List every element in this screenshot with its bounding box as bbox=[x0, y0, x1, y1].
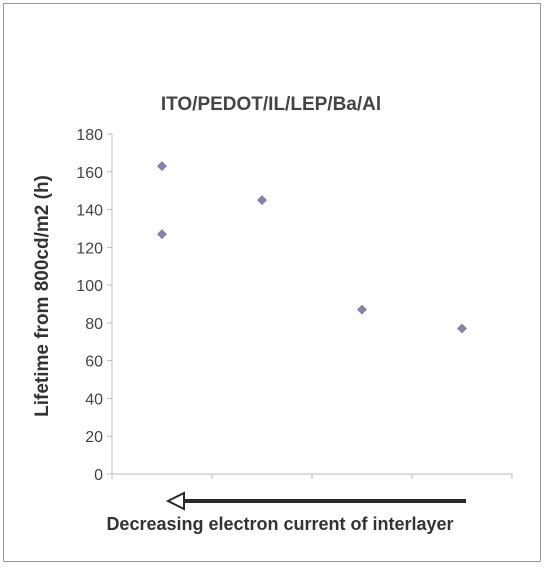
y-tick-label: 0 bbox=[94, 467, 103, 484]
y-tick-label: 100 bbox=[76, 278, 103, 295]
chart-title: ITO/PEDOT/IL/LEP/Ba/Al bbox=[161, 94, 381, 115]
y-tick-label: 80 bbox=[85, 316, 103, 333]
data-point bbox=[157, 229, 167, 240]
data-point bbox=[457, 323, 467, 334]
chart-frame: ITO/PEDOT/IL/LEP/Ba/Al Lifetime from 800… bbox=[3, 3, 541, 562]
x-axis-caption: Decreasing electron current of interlaye… bbox=[106, 514, 453, 534]
data-point bbox=[157, 161, 167, 172]
y-tick-label: 140 bbox=[76, 203, 103, 220]
arrow-head-left-icon bbox=[165, 491, 185, 511]
y-tick-label: 180 bbox=[76, 127, 103, 144]
y-tick-label: 40 bbox=[85, 391, 103, 408]
y-tick-label: 160 bbox=[76, 165, 103, 182]
y-axis-ticks: 0 20 40 60 80 100 120 140 160 180 bbox=[76, 127, 112, 484]
y-tick-label: 60 bbox=[85, 354, 103, 371]
scatter-chart: ITO/PEDOT/IL/LEP/Ba/Al Lifetime from 800… bbox=[32, 94, 513, 534]
y-axis-label: Lifetime from 800cd/m2 (h) bbox=[32, 175, 53, 417]
data-point bbox=[357, 304, 367, 315]
direction-arrow bbox=[165, 491, 466, 511]
y-tick-label: 120 bbox=[76, 240, 103, 257]
data-points bbox=[157, 161, 467, 334]
y-tick-label: 20 bbox=[85, 429, 103, 446]
data-point bbox=[257, 195, 267, 206]
x-axis-ticks bbox=[111, 474, 513, 479]
